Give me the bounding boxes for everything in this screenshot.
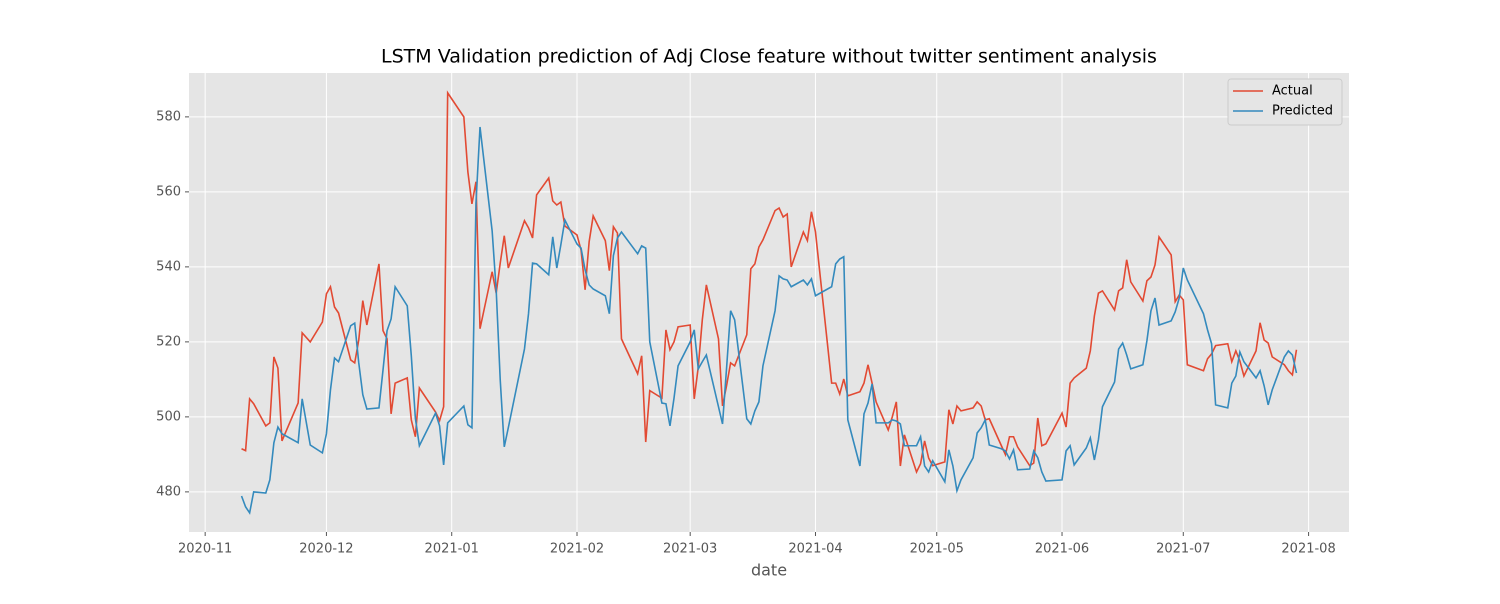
x-tick-label: 2021-05 (910, 542, 964, 557)
y-tick-label: 520 (156, 334, 181, 349)
x-tick-label: 2020-12 (299, 542, 353, 557)
legend-label: Predicted (1272, 104, 1333, 119)
series-line (240, 126, 1298, 515)
x-tick-label: 2021-04 (788, 542, 842, 557)
y-tick-label: 500 (156, 409, 181, 424)
x-tick-label: 2021-01 (425, 542, 479, 557)
legend-label: Actual (1272, 84, 1313, 99)
x-tick-label: 2021-03 (663, 542, 717, 557)
x-axis-label: date (751, 561, 787, 580)
y-tick-label: 540 (156, 259, 181, 274)
y-tick-label: 580 (156, 109, 181, 124)
x-tick-label: 2021-07 (1156, 542, 1210, 557)
y-tick-label: 560 (156, 184, 181, 199)
x-tick-label: 2021-02 (550, 542, 604, 557)
chart-title: LSTM Validation prediction of Adj Close … (381, 46, 1157, 68)
y-tick-label: 480 (156, 484, 181, 499)
x-tick-label: 2020-11 (178, 542, 232, 557)
x-tick-label: 2021-08 (1281, 542, 1335, 557)
x-tick-label: 2021-06 (1035, 542, 1089, 557)
series-line (241, 90, 1298, 475)
